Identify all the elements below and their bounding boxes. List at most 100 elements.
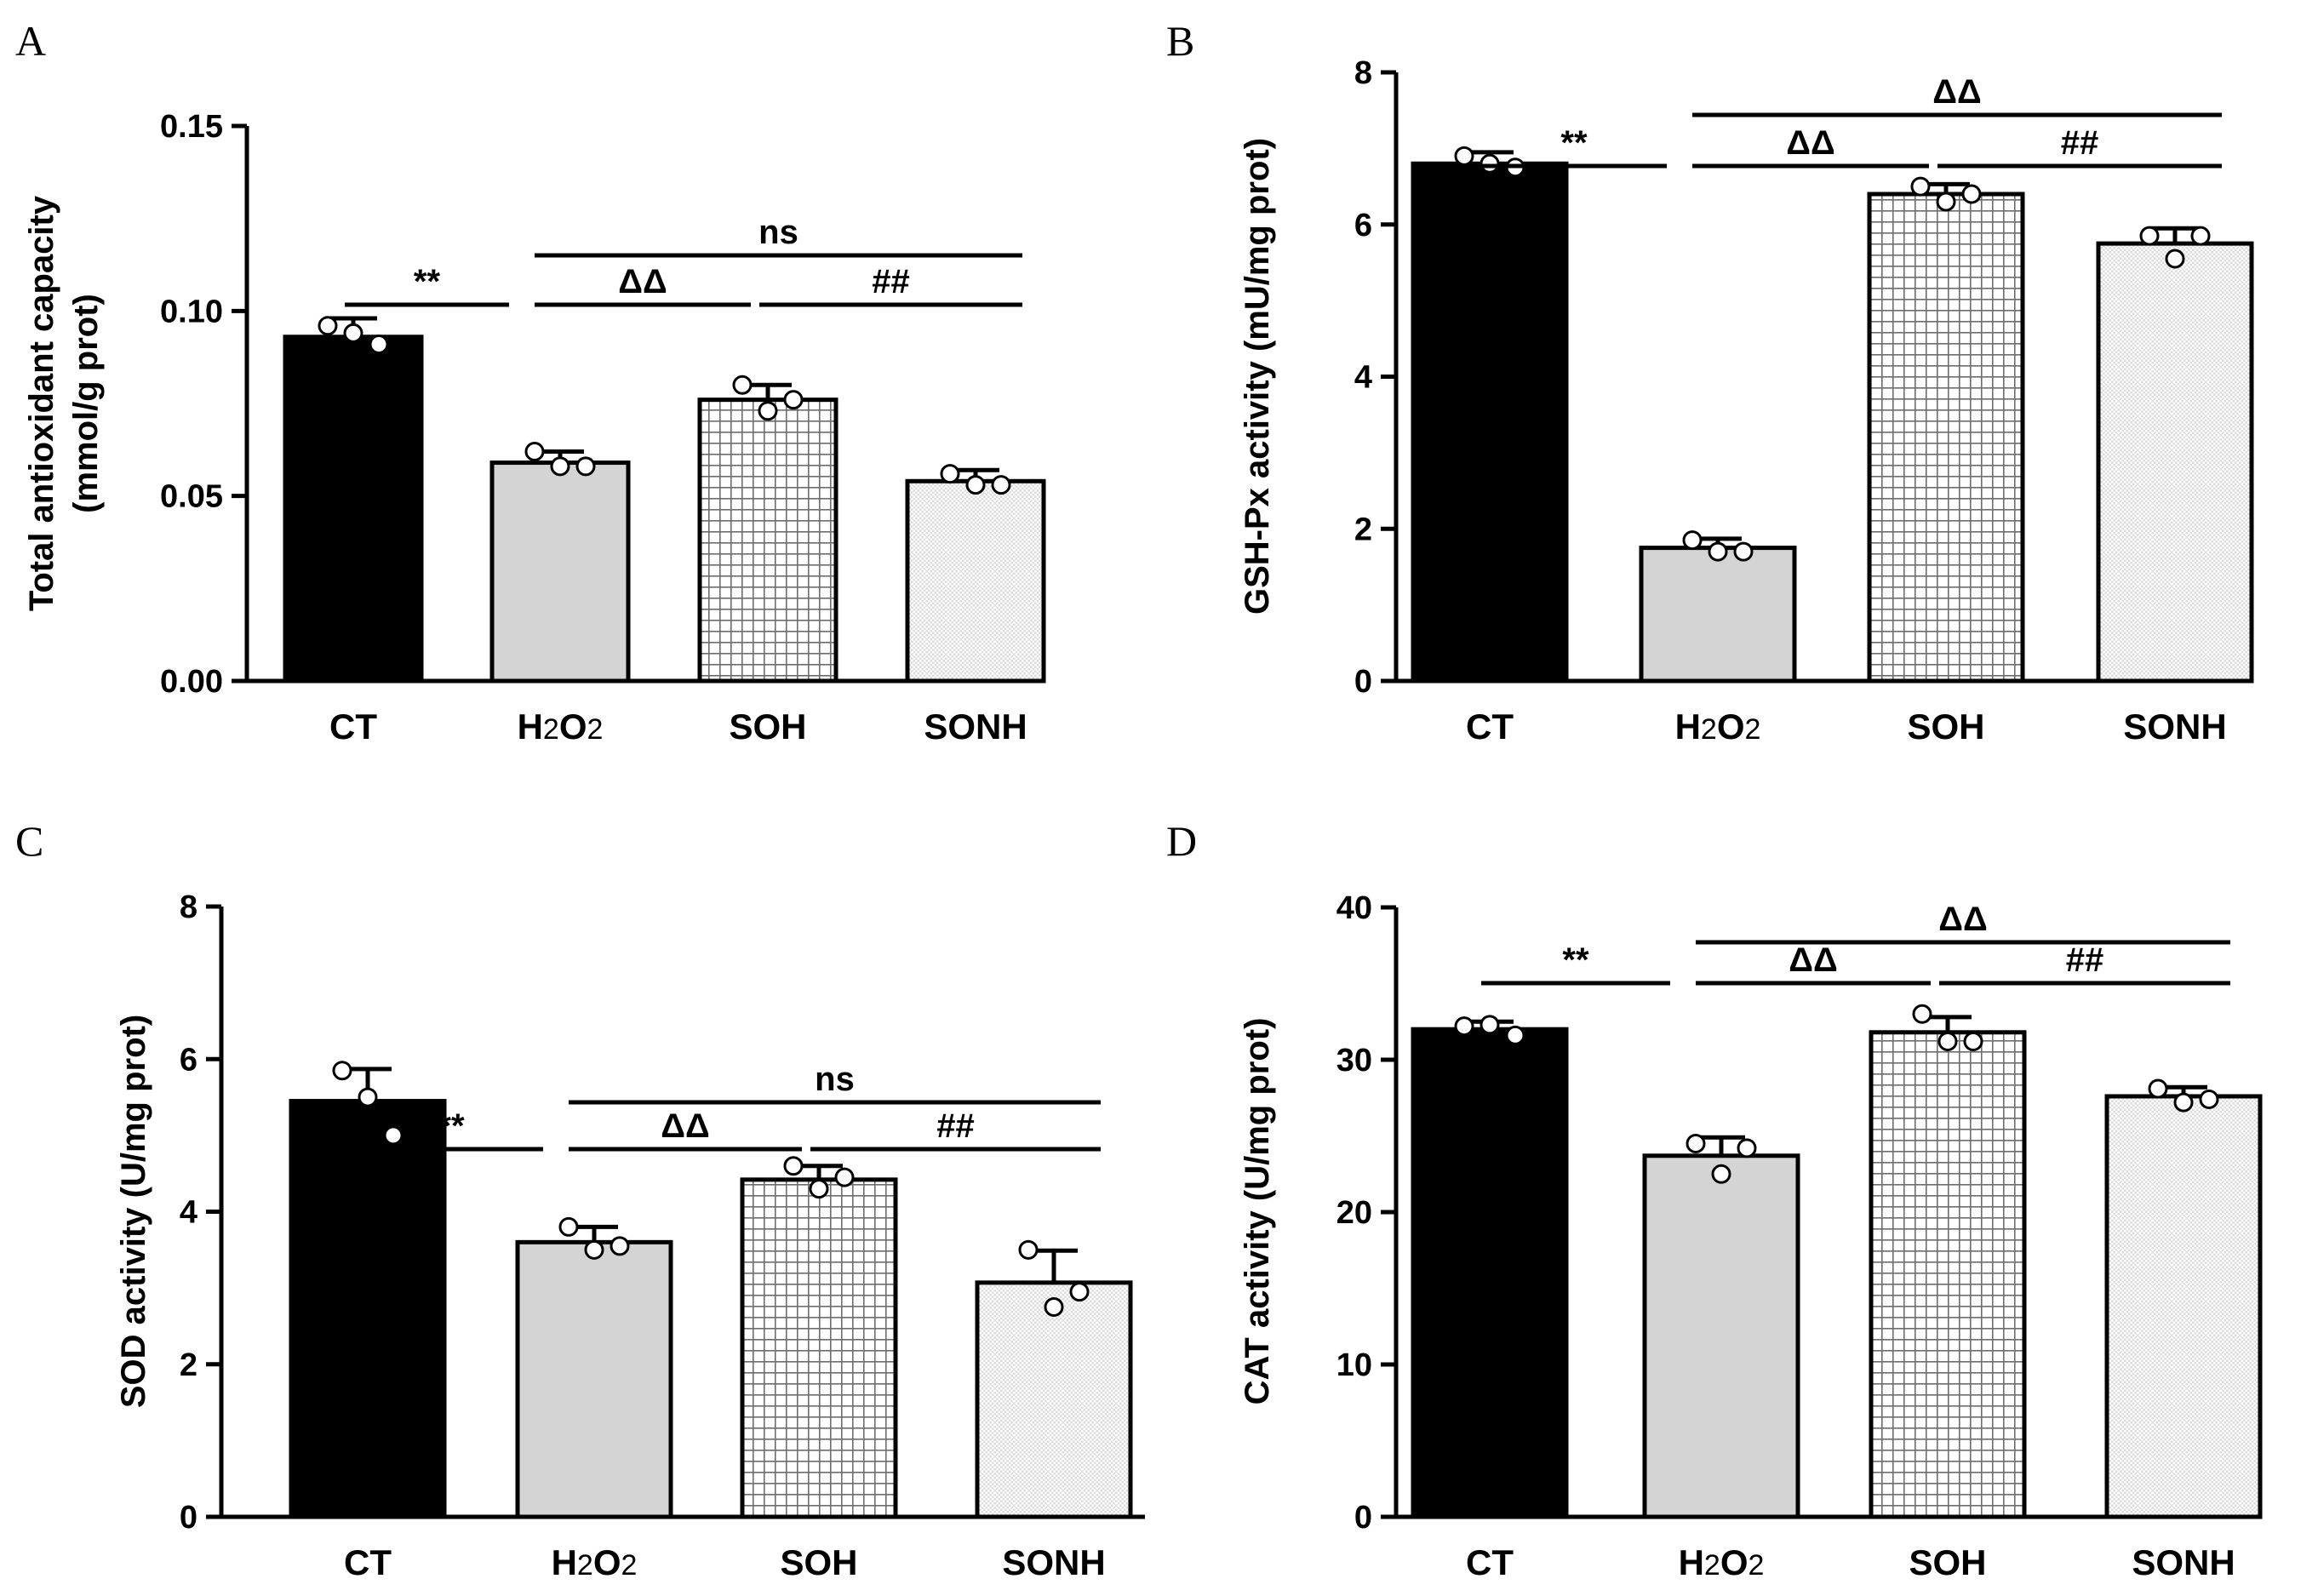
data-point [575,456,596,477]
significance-label: ** [414,263,441,300]
bar-h2o2 [1642,1153,1800,1519]
bar-sonh [905,478,1046,684]
data-point [1480,153,1500,174]
data-point [1937,1032,1958,1052]
panel-letter: A [15,17,46,65]
x-tick-label: SOH [780,1542,857,1582]
y-tick-label: 0 [1354,1500,1372,1536]
data-point [1454,146,1474,166]
data-point [2190,226,2211,246]
bar-soh [1869,1030,2027,1519]
data-point [1733,541,1754,562]
x-tick-label: CT [344,1542,392,1582]
bar-soh [697,398,838,684]
data-point [1708,541,1728,562]
y-tick-label: 8 [180,890,197,925]
y-tick-label: 30 [1336,1043,1372,1078]
panel-letter: B [1166,17,1194,65]
x-tick-label: H2O2 [1679,1542,1765,1582]
significance-label: ΔΔ [1789,941,1838,979]
bar-h2o2 [515,1239,673,1519]
x-tick-label: SONH [1002,1542,1105,1582]
data-point [940,464,960,484]
data-point [332,1061,352,1081]
y-tick-label: 6 [1354,208,1372,243]
data-point [809,1179,829,1199]
data-point [1480,1015,1500,1035]
data-point [965,475,986,495]
chart-panel-a: A 0.00 0.05 0.10 0.15 Total antioxidant capac… [15,17,1046,747]
data-point [369,334,389,354]
data-point [1018,1239,1039,1260]
data-point [2173,1092,2194,1113]
data-point [383,1125,404,1146]
significance-label: ns [758,214,798,251]
significance-label: ΔΔ [1932,73,1982,111]
bar-sonh [2096,241,2254,684]
bar-sonh [975,1280,1133,1519]
data-point [783,1156,804,1176]
data-point [2139,226,2160,246]
data-point [524,442,545,462]
x-tick-label: CT [1466,1542,1514,1582]
data-point [758,401,778,421]
data-point [584,1239,604,1260]
data-point [2165,249,2185,269]
y-tick-label: 10 [1336,1347,1372,1383]
significance-label: ** [1562,941,1589,979]
chart-panel-d: D 0 10 20 30 40 CAT activity (U/mg prot) CT H2O2… [1166,817,2263,1582]
data-point [2148,1078,2168,1099]
data-point [1737,1138,1757,1158]
bar-ct [289,1099,447,1519]
data-point [732,375,753,395]
bar-h2o2 [1639,546,1797,684]
significance-label: ** [1560,124,1588,162]
x-tick-label: SONH [2123,706,2226,747]
chart-panel-b: B 0 2 4 6 8 GSH-Px activity (mU/mg prot) CT H2O2… [1166,17,2254,747]
data-point [1711,1164,1731,1184]
data-point [343,323,363,343]
significance-label: ns [815,1061,855,1098]
y-tick-label: 0.00 [160,664,223,700]
chart-panel-c: C 0 2 4 6 8 SOD activity (U/mg prot) CT H2O2 SOH S… [15,817,1145,1582]
data-point [991,475,1011,495]
x-tick-label: H2O2 [552,1542,638,1582]
data-point [2199,1090,2219,1110]
y-tick-label: 4 [1354,360,1372,396]
y-tick-label: 8 [1354,55,1372,91]
x-tick-label: SOH [1909,1542,1986,1582]
bar-ct [1411,1027,1569,1519]
significance-label: ΔΔ [1938,901,1988,938]
data-point [1505,1025,1525,1045]
data-point [1686,1133,1706,1153]
data-point [783,390,804,410]
significance-label: ** [438,1107,465,1145]
x-tick-label: H2O2 [1675,706,1761,747]
y-axis-title: GSH-Px activity (mU/mg prot) [1239,138,1276,615]
bar-soh [1867,192,2025,684]
y-tick-label: 20 [1336,1195,1372,1231]
y-tick-label: 0 [180,1500,197,1536]
y-tick-label: 0.15 [160,109,223,145]
x-tick-label: SOH [1907,706,1984,747]
data-point [558,1216,579,1237]
bar-soh [740,1177,898,1519]
bar-sonh [2104,1094,2263,1519]
y-axis-title: Total antioxidant capacity (mmol/g prot) [23,195,105,611]
x-tick-label: SONH [924,706,1027,747]
data-point [1963,1032,1983,1052]
x-tick-label: SONH [2132,1542,2235,1582]
significance-label: ΔΔ [1786,124,1835,162]
x-tick-label: CT [329,706,377,747]
data-point [1910,176,1931,197]
data-point [1044,1297,1064,1318]
data-point [1682,530,1703,551]
data-point [1912,1004,1932,1024]
data-point [610,1236,630,1256]
significance-label: ## [872,263,910,300]
data-point [1961,184,1982,204]
y-tick-label: 0 [1354,664,1372,700]
panel-letter: C [15,817,43,865]
y-axis-title: CAT activity (U/mg prot) [1239,1018,1276,1405]
